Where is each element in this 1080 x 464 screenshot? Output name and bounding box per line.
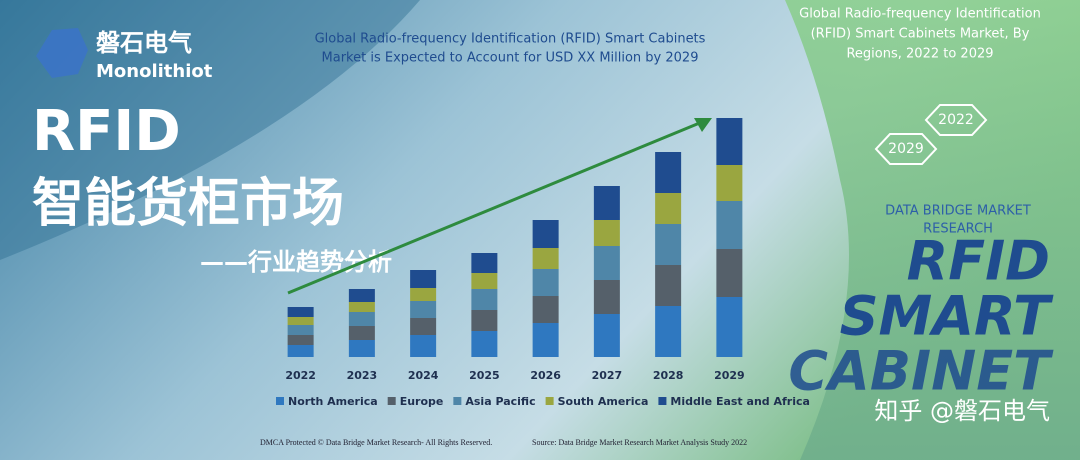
bar-segment: [348, 312, 375, 326]
side-title: (RFID) Smart Cabinets Market, By: [811, 27, 1030, 42]
x-tick-label: 2029: [714, 369, 745, 382]
brand-name: 磐石电气: [96, 29, 192, 57]
legend-swatch: [545, 397, 554, 405]
bar-segment: [410, 335, 437, 357]
bar-segment: [410, 288, 437, 301]
big-word: SMART: [840, 285, 1055, 348]
legend-swatch: [658, 397, 667, 405]
legend-swatch: [276, 397, 284, 405]
bar-segment: [410, 270, 437, 288]
publisher: DATA BRIDGE MARKET: [885, 204, 1031, 219]
hexagon: [924, 104, 988, 136]
bar-segment: [287, 317, 314, 325]
bar-segment: [287, 325, 314, 335]
hex-label: 2029: [888, 141, 924, 157]
bar-segment: [471, 253, 498, 273]
bar-segment: [716, 201, 743, 249]
side-title: Global Radio-frequency Identification: [799, 7, 1041, 22]
logo: [36, 28, 88, 78]
legend-label: South America: [558, 395, 649, 408]
x-tick-label: 2027: [592, 369, 623, 382]
bar-segment: [532, 269, 559, 296]
bar-segment: [593, 280, 620, 314]
publisher: RESEARCH: [923, 222, 993, 237]
bar-segment: [287, 335, 314, 345]
legend-swatch: [387, 397, 396, 405]
brand-sub: Monolithiot: [96, 61, 213, 82]
bar-segment: [532, 248, 559, 269]
shade: [0, 0, 420, 260]
bar-segment: [655, 306, 682, 357]
bar-segment: [348, 340, 375, 357]
headline: RFID: [32, 99, 181, 164]
legend-swatch: [453, 397, 462, 405]
bar-segment: [287, 345, 314, 357]
x-tick-label: 2024: [408, 369, 439, 382]
big-word: CABINET: [788, 340, 1054, 403]
bar-segment: [471, 273, 498, 289]
side-panel: [785, 0, 1080, 460]
chart-title: Market is Expected to Account for USD XX…: [322, 51, 699, 66]
bar-segment: [532, 220, 559, 248]
footer-left: DMCA Protected © Data Bridge Market Rese…: [260, 438, 492, 447]
legend-label: Europe: [400, 395, 444, 408]
legend-label: North America: [288, 395, 378, 408]
trend-arrow: [287, 120, 703, 295]
bar-segment: [287, 307, 314, 317]
watermark: 知乎 @磐石电气: [874, 397, 1050, 425]
arrow-head: [694, 118, 712, 132]
bar-segment: [348, 289, 375, 302]
bar-segment: [471, 310, 498, 331]
bar-segment: [593, 246, 620, 280]
bar-segment: [593, 220, 620, 246]
big-word: RFID: [907, 230, 1050, 293]
bar-segment: [716, 118, 743, 165]
bar-segment: [716, 297, 743, 357]
x-tick-label: 2022: [285, 369, 316, 382]
side-text: Global Radio-frequency Identification (R…: [788, 7, 1054, 403]
bar-segment: [593, 314, 620, 357]
bar-segment: [532, 296, 559, 323]
bar-segment: [655, 193, 682, 224]
chart: 2022 2023 2024 2025 2026 2027 2028 2029 North Am…: [276, 118, 810, 408]
bar-segment: [471, 331, 498, 357]
bar-segment: [410, 301, 437, 318]
x-tick-label: 2028: [653, 369, 684, 382]
x-tick-label: 2025: [469, 369, 500, 382]
bar-segment: [655, 265, 682, 306]
bar-segment: [716, 165, 743, 201]
x-tick-label: 2023: [347, 369, 378, 382]
chart-title: Global Radio-frequency Identification (R…: [315, 32, 706, 47]
x-tick-label: 2026: [530, 369, 561, 382]
footer-right: Source: Data Bridge Market Research Mark…: [532, 438, 747, 447]
bar-segment: [716, 249, 743, 297]
bar-segment: [655, 224, 682, 265]
side-title: Regions, 2022 to 2029: [846, 47, 993, 62]
bar-segment: [410, 318, 437, 335]
bar-segment: [593, 186, 620, 220]
bar-segment: [532, 323, 559, 357]
hex-label: 2022: [938, 112, 974, 128]
bar-segment: [348, 326, 375, 340]
bar-segment: [655, 152, 682, 193]
legend-label: Asia Pacific: [465, 395, 535, 408]
headline: 智能货柜市场: [32, 174, 344, 234]
legend-label: Middle East and Africa: [670, 395, 810, 408]
hexagon: [874, 133, 938, 165]
bar-segment: [471, 289, 498, 310]
bar-segment: [348, 302, 375, 312]
